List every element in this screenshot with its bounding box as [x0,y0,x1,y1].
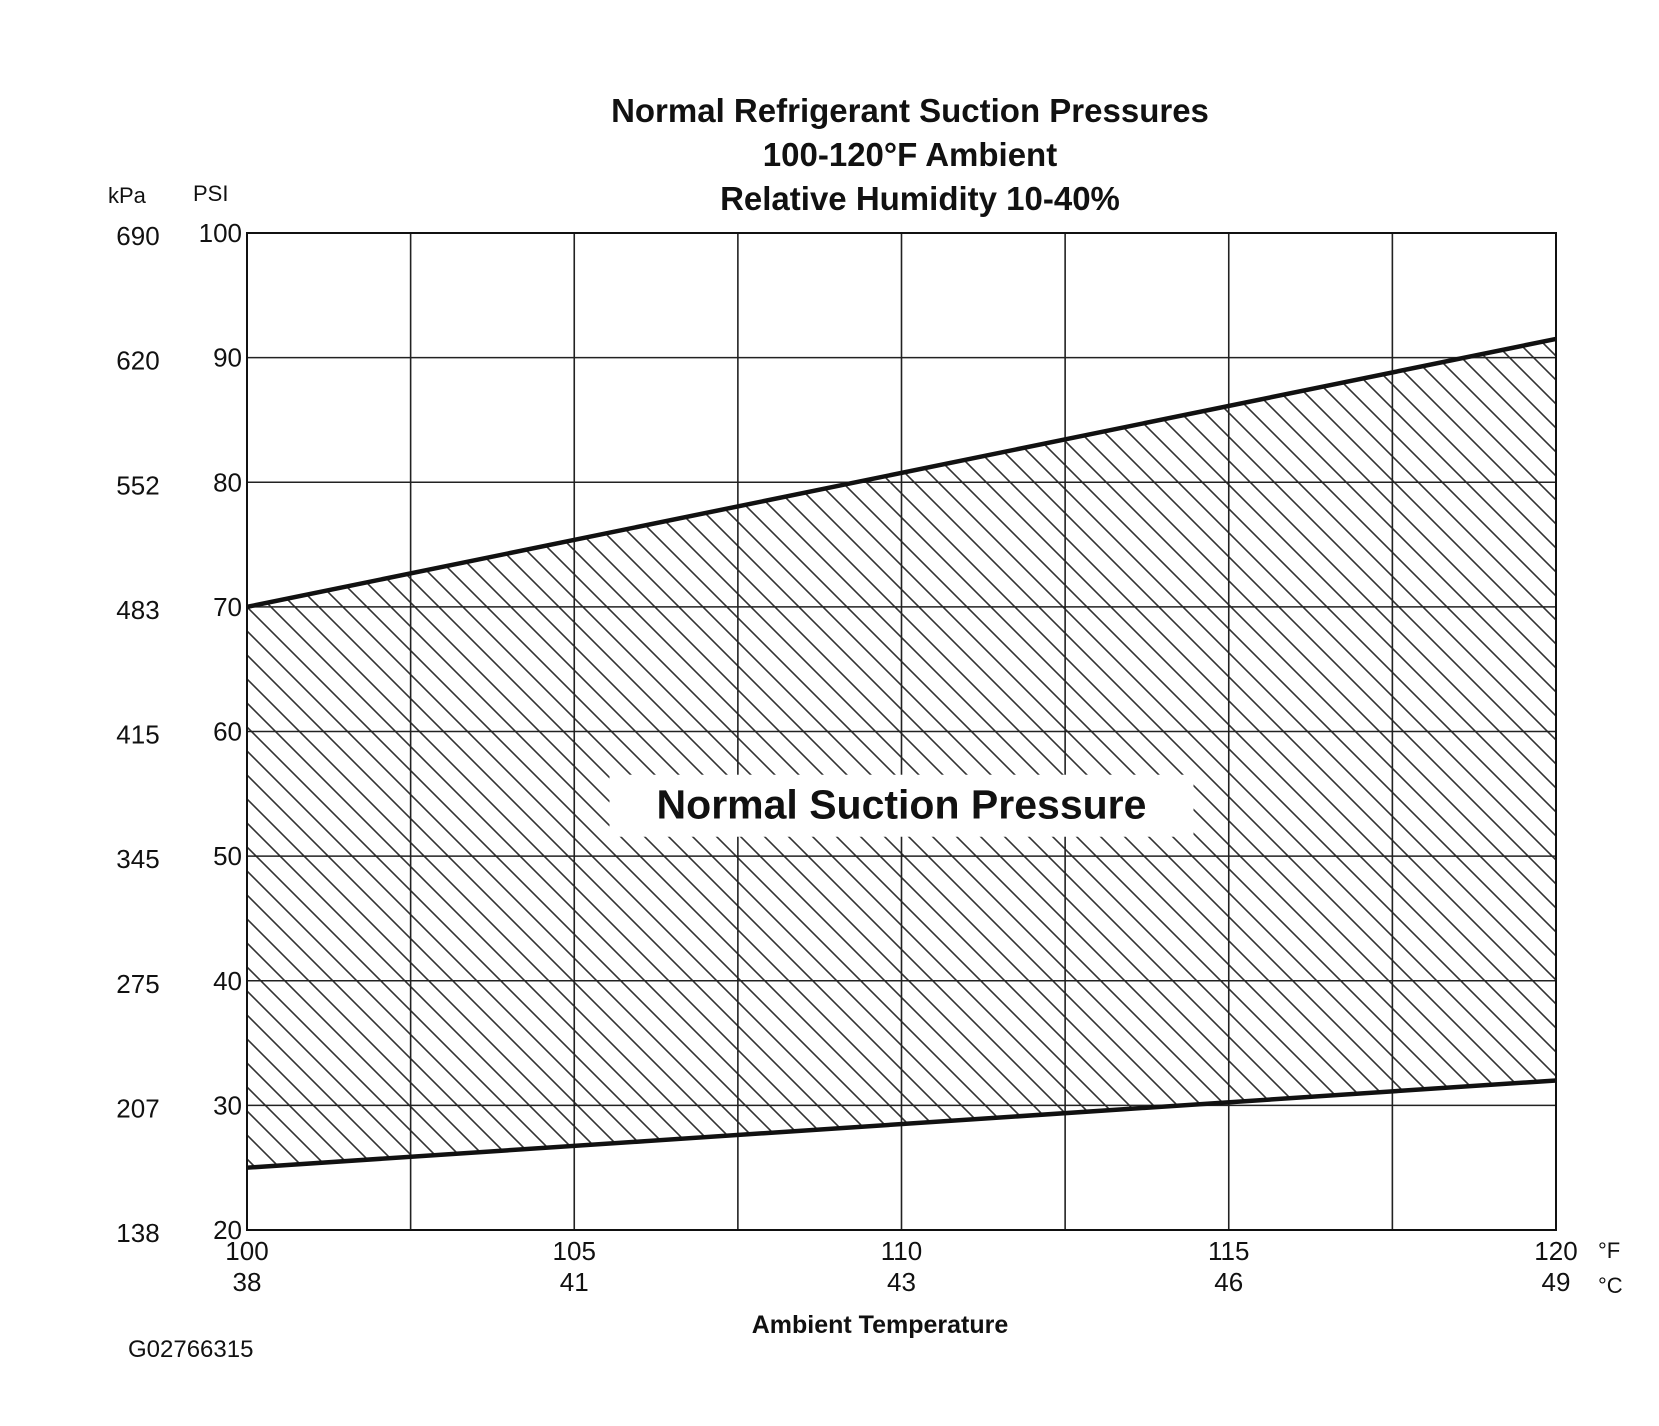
plot-area: Normal Suction Pressure [246,232,1557,1231]
x-unit-f: °F [1598,1238,1620,1263]
x-tick-f: 120 [1534,1236,1577,1266]
x-tick-c: 38 [233,1267,262,1297]
x-tick-f: 100 [225,1236,268,1266]
y-tick-kpa: 483 [116,595,159,625]
figure-id: G02766315 [128,1336,253,1363]
x-tick-f: 115 [1208,1236,1249,1266]
y-tick-psi: 20 [213,1215,242,1245]
y-tick-kpa: 207 [116,1093,159,1123]
y-axis-ticks: 100 690 90 620 80 552 70 483 60 415 50 345 40 275 30 20… [116,218,242,1248]
y-tick-psi: 100 [199,218,242,248]
x-tick-f: 105 [553,1236,596,1266]
y-tick-kpa: 415 [116,720,159,750]
y-tick-kpa: 620 [116,346,159,376]
region-label-background [609,774,1194,837]
y-tick-psi: 80 [213,467,242,497]
y-tick-psi: 70 [213,592,242,622]
y-tick-kpa: 345 [116,844,159,874]
x-axis-label: Ambient Temperature [752,1311,1009,1339]
y-unit-psi: PSI [193,181,228,206]
y-tick-kpa: 138 [116,1218,159,1248]
y-tick-psi: 30 [213,1090,242,1120]
series-line-upper [246,336,1557,610]
y-tick-psi: 60 [213,717,242,747]
y-tick-kpa: 552 [116,470,159,500]
chart-title-line-2: 100-120°F Ambient [763,136,1057,173]
x-tick-f: 110 [881,1236,922,1266]
x-tick-c: 41 [560,1267,589,1297]
series-line-lower [246,1078,1557,1170]
chart-title-line-1: Normal Refrigerant Suction Pressures [611,92,1209,129]
y-tick-psi: 50 [213,841,242,871]
y-tick-kpa: 690 [116,221,159,251]
x-tick-c: 46 [1214,1267,1243,1297]
y-tick-psi: 90 [213,343,242,373]
x-tick-c: 43 [887,1267,916,1297]
plot-border [246,232,1557,1231]
chart-title-line-3: Relative Humidity 10-40% [720,180,1120,217]
y-tick-psi: 40 [213,966,242,996]
x-unit-c: °C [1598,1273,1623,1298]
y-tick-kpa: 275 [116,969,159,999]
x-tick-c: 49 [1542,1267,1571,1297]
series-lines [246,336,1557,1170]
y-unit-kpa: kPa [108,183,147,208]
region-label: Normal Suction Pressure [657,782,1147,828]
